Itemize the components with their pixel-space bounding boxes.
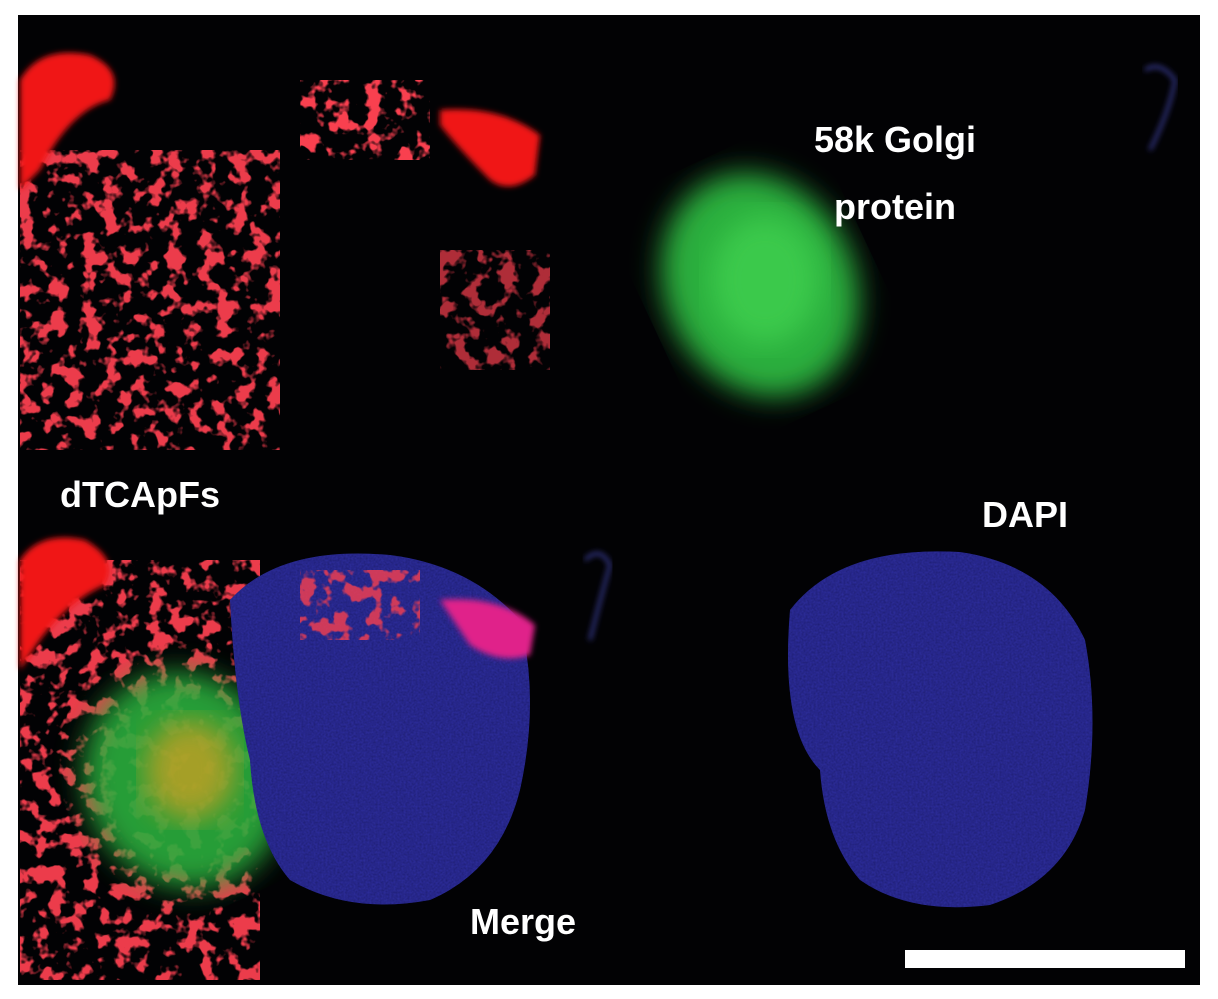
red-speckles — [440, 250, 550, 370]
red-speckles — [300, 80, 430, 160]
red-patch — [440, 599, 535, 659]
channel-label: protein — [834, 186, 956, 227]
golgi-core — [710, 215, 820, 345]
channel-label: 58k Golgi — [814, 119, 976, 160]
dapi-panel — [583, 551, 1093, 908]
merge-panel — [20, 537, 535, 980]
channel-label: dTCApFs — [60, 474, 220, 515]
faint-blue — [583, 552, 612, 641]
red-speckles — [20, 150, 280, 450]
red-patch — [20, 52, 115, 191]
red-channel-panel — [20, 52, 550, 450]
nucleus — [230, 553, 530, 905]
red-patch — [20, 537, 110, 670]
green-channel-panel — [661, 65, 1177, 397]
red-patch — [440, 109, 540, 187]
channel-label: Merge — [470, 901, 576, 942]
scale-bar — [905, 950, 1185, 968]
channel-label: DAPI — [982, 494, 1068, 535]
faint-blue — [1144, 65, 1177, 151]
red-speckles — [300, 570, 420, 640]
nucleus — [788, 551, 1093, 908]
colocalization — [145, 720, 235, 820]
